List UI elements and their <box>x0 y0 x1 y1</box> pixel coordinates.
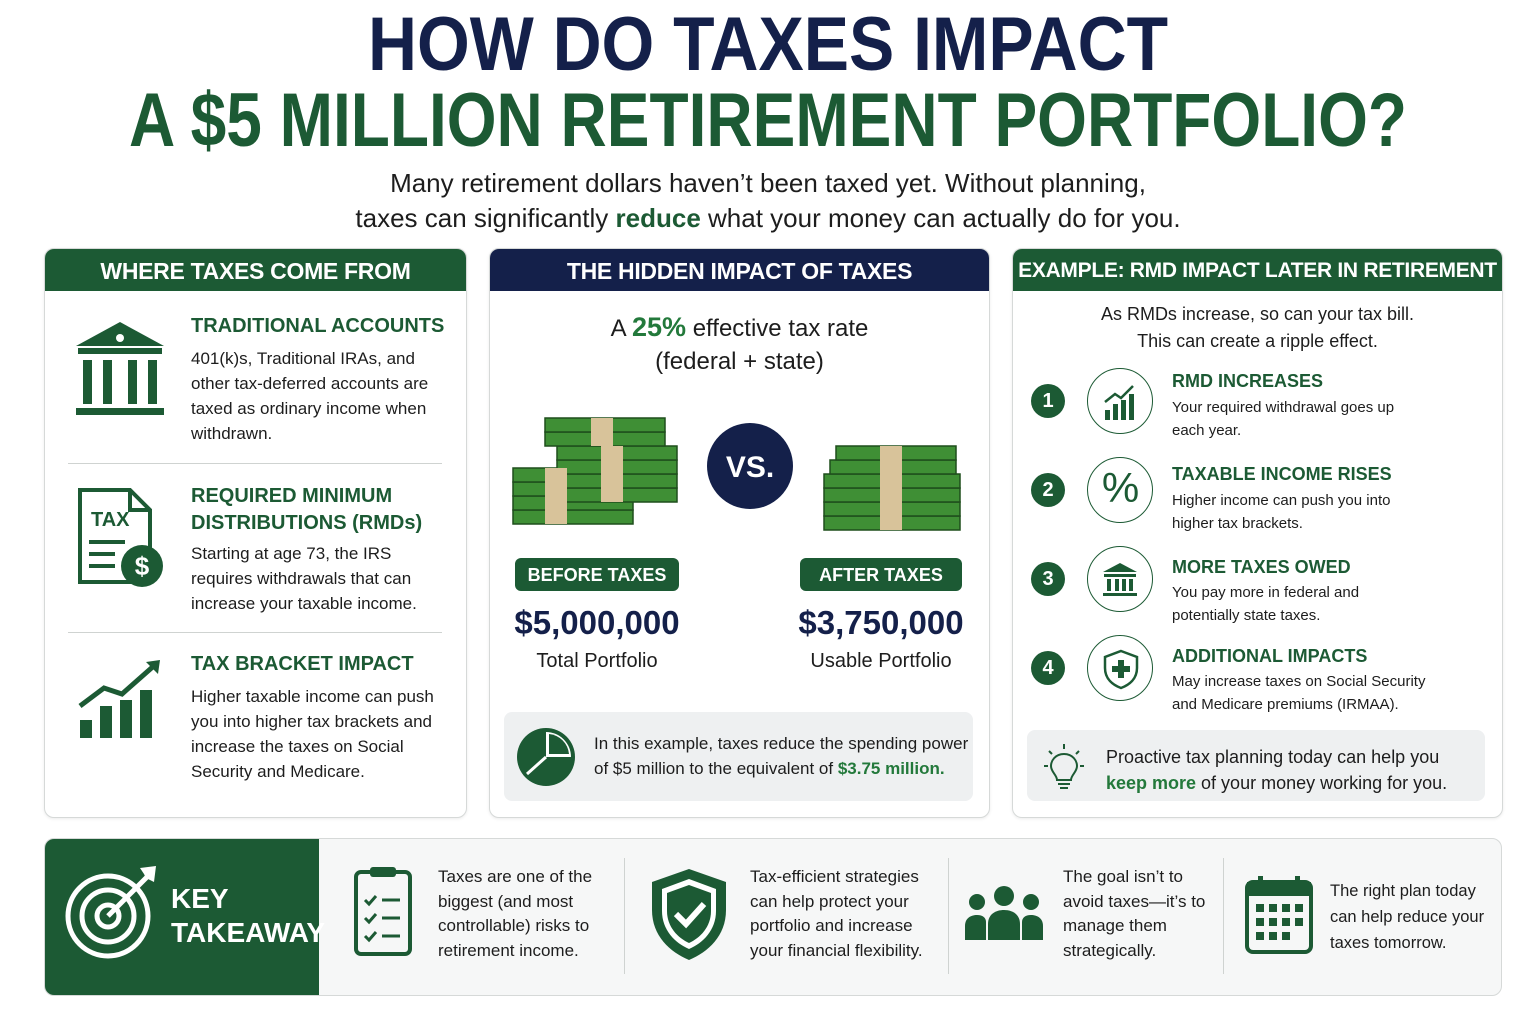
after-label: AFTER TAXES <box>800 558 962 591</box>
step-text: May increase taxes on Social Security an… <box>1172 673 1426 713</box>
note-box <box>504 712 973 801</box>
takeaway-label: KEY TAKEAWAY <box>171 882 325 950</box>
text: what your money can actually do for you. <box>700 203 1181 233</box>
target-icon <box>65 866 156 959</box>
step-icon <box>1104 385 1134 420</box>
title-line: A $5 MILLION RETIREMENT PORTFOLIO? <box>129 78 1407 160</box>
divider <box>1223 858 1224 974</box>
step-icon <box>1103 649 1139 690</box>
text: effective tax rate <box>686 315 869 342</box>
step-number: 4 <box>1031 651 1065 685</box>
intro-line: This can create a ripple effect. <box>1137 331 1378 351</box>
takeaway-bar <box>44 838 1502 996</box>
step-heading: ADDITIONAL IMPACTS <box>1172 646 1368 666</box>
rate-note: (federal + state) <box>655 348 824 375</box>
text: In this example, taxes reduce the spendi… <box>594 734 969 778</box>
divider <box>948 858 949 974</box>
title-line: HOW DO TAXES IMPACT <box>368 2 1168 87</box>
bank-icon <box>76 322 164 415</box>
pie-icon <box>517 728 575 786</box>
step-text: Higher income can push you into higher t… <box>1172 492 1391 532</box>
step-text: You pay more in federal and potentially … <box>1172 584 1360 624</box>
before-amount: $5,000,000 <box>514 604 680 641</box>
subtitle: Many retirement dollars haven’t been tax… <box>0 166 1536 236</box>
after-amount: $3,750,000 <box>798 604 964 641</box>
takeaway-point: The goal isn’t to avoid taxes—it’s to ma… <box>1063 867 1206 960</box>
item-text: Starting at age 73, the IRS requires wit… <box>191 544 417 613</box>
subtitle-line: Many retirement dollars haven’t been tax… <box>390 168 1146 198</box>
people-icon <box>965 886 1043 940</box>
item-text: 401(k)s, Traditional IRAs, and other tax… <box>191 349 429 443</box>
after-caption: Usable Portfolio <box>810 650 952 672</box>
panel-title: THE HIDDEN IMPACT OF TAXES <box>490 249 989 291</box>
step-heading: TAXABLE INCOME RISES <box>1172 464 1392 484</box>
takeaway-point: Taxes are one of the biggest (and most c… <box>438 867 593 960</box>
separator <box>68 463 442 464</box>
before-caption: Total Portfolio <box>536 650 658 672</box>
separator <box>68 632 442 633</box>
calendar-icon <box>1245 876 1313 954</box>
item-heading: TRADITIONAL ACCOUNTS <box>191 315 445 337</box>
text: taxes can significantly <box>355 203 616 233</box>
step-heading: RMD INCREASES <box>1172 371 1324 391</box>
step-number: 3 <box>1031 562 1065 596</box>
highlight: keep more <box>1106 773 1197 793</box>
growth-icon <box>78 660 160 738</box>
step-icon-text: % <box>1101 464 1140 511</box>
footer-box <box>1027 730 1485 801</box>
vs-text: VS. <box>726 451 774 484</box>
panel-title: EXAMPLE: RMD IMPACT LATER IN RETIREMENT <box>1013 249 1502 291</box>
text: of your money working for you. <box>1196 773 1448 793</box>
item-heading: REQUIRED MINIMUM DISTRIBUTIONS (RMDs) <box>191 485 423 534</box>
highlight: $3.75 million. <box>837 759 945 778</box>
takeaway-point: The right plan today can help reduce you… <box>1330 882 1485 952</box>
icon-symbol: $ <box>135 551 150 581</box>
icon-text: TAX <box>91 509 130 531</box>
step-text: Your required withdrawal goes up each ye… <box>1172 399 1395 439</box>
footer-text: Proactive tax planning today can help yo… <box>1106 744 1476 796</box>
highlight: reduce <box>615 203 701 233</box>
before-label: BEFORE TAXES <box>515 558 679 591</box>
takeaway-label-block <box>45 839 319 995</box>
bulb-icon <box>1044 744 1084 789</box>
note-text: In this example, taxes reduce the spendi… <box>594 731 969 781</box>
label-line: KEY <box>171 883 229 914</box>
item-text: Higher taxable income can push you into … <box>191 687 434 781</box>
takeaway-point: Tax-efficient strategies can help protec… <box>750 867 923 960</box>
shield-icon <box>652 869 726 960</box>
text: Proactive tax planning today can help yo… <box>1106 747 1440 767</box>
item-heading: TAX BRACKET IMPACT <box>191 653 414 675</box>
step-heading: MORE TAXES OWED <box>1172 557 1351 577</box>
label-line: TAKEAWAY <box>171 917 326 948</box>
intro-line: As RMDs increase, so can your tax bill. <box>1100 304 1415 324</box>
checklist-icon <box>354 867 412 956</box>
step-icon-ring <box>1087 368 1153 434</box>
title: HOW DO TAXES IMPACT A $5 MILLION RETIREM… <box>129 2 1407 160</box>
highlight: 25% <box>631 312 687 342</box>
rate-line: A 25% effective tax rate <box>489 311 990 345</box>
right-panel: EXAMPLE: RMD IMPACT LATER IN RETIREMENT <box>1012 248 1503 818</box>
step-icon <box>1103 563 1137 596</box>
step-icon-ring <box>1087 635 1153 701</box>
money-stack-large <box>512 417 678 525</box>
panel-title: WHERE TAXES COME FROM <box>45 249 466 291</box>
subtitle-line: taxes can significantly reduce what your… <box>0 201 1536 236</box>
vs-badge: VS. <box>707 423 793 509</box>
rate-text: A 25% effective tax rate (federal + stat… <box>489 311 990 378</box>
step-number: 2 <box>1031 473 1065 507</box>
money-stack-small <box>823 445 961 531</box>
text: A <box>610 315 632 342</box>
tax-doc-icon: TAX $ <box>78 488 163 587</box>
step-icon-ring <box>1087 457 1153 523</box>
intro: As RMDs increase, so can your tax bill. … <box>1012 301 1503 355</box>
step-number: 1 <box>1031 384 1065 418</box>
step-icon-ring <box>1087 546 1153 612</box>
divider <box>624 858 625 974</box>
